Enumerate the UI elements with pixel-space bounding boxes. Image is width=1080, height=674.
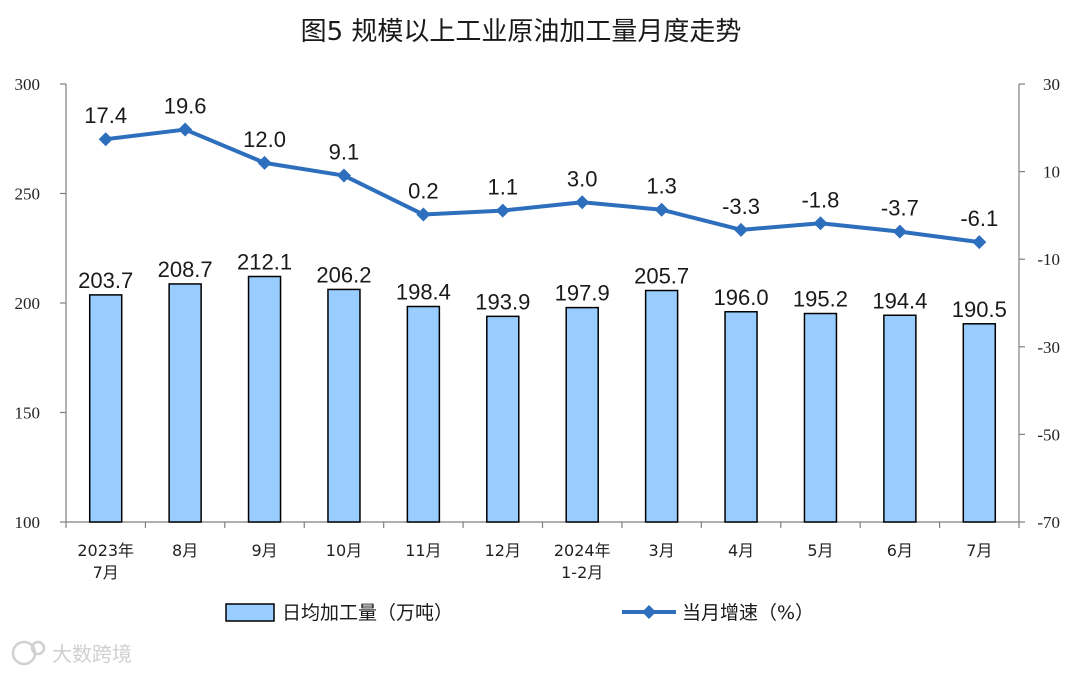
line-point <box>257 155 272 170</box>
line-value-label: 17.4 <box>84 103 127 128</box>
bar <box>486 315 520 523</box>
right-tick-label: -30 <box>1037 338 1060 357</box>
category-label: 6月 <box>887 541 913 560</box>
legend-line-label: 当月增速（%） <box>682 602 814 624</box>
line-point <box>178 122 193 137</box>
category-label: 7月 <box>966 541 992 560</box>
category-label: 9月 <box>251 541 277 560</box>
bar-value-label: 190.5 <box>952 297 1007 322</box>
category-label: 11月 <box>405 541 441 560</box>
category-label: 8月 <box>172 541 198 560</box>
line-point <box>972 235 987 250</box>
line-point <box>336 168 351 183</box>
data-labels: 203.7 208.7 212.1 206.2 198.4 193.9 197.9 205.7… <box>78 94 1007 322</box>
legend-bar-swatch <box>225 603 275 622</box>
category-label: 4月 <box>728 541 754 560</box>
line-point <box>98 132 113 147</box>
bar-value-label: 195.2 <box>793 287 848 312</box>
line-value-label: 0.2 <box>408 179 439 204</box>
line-point <box>654 202 669 217</box>
left-tick-label: 150 <box>15 404 41 423</box>
category-label: 3月 <box>649 541 675 560</box>
bar-value-label: 212.1 <box>237 250 292 275</box>
legend-line-marker <box>642 605 656 619</box>
bar-value-label: 198.4 <box>396 280 451 305</box>
category-label: 2024年 <box>554 541 611 560</box>
right-tick-label: 30 <box>1043 75 1060 94</box>
watermark: 大数跨境 <box>11 640 132 666</box>
bar <box>247 275 282 523</box>
line-point <box>416 207 431 222</box>
axes: 100 150 200 250 300 -70 -50 -30 -10 10 30 2023年 7月 8月… <box>15 75 1061 582</box>
category-label: 10月 <box>326 541 362 560</box>
left-tick-label: 300 <box>15 75 41 94</box>
line-value-label: -3.7 <box>881 196 919 221</box>
legend-bar-label: 日均加工量（万吨） <box>282 602 453 624</box>
bar-value-label: 194.4 <box>872 288 927 313</box>
category-label: 5月 <box>807 541 833 560</box>
bar <box>168 283 202 523</box>
watermark-logo-icon <box>11 640 46 666</box>
line-point <box>892 224 907 239</box>
bar-value-label: 193.9 <box>475 289 530 314</box>
left-tick-label: 250 <box>15 185 41 204</box>
right-tick-label: 10 <box>1043 163 1060 182</box>
legend: 日均加工量（万吨） 当月增速（%） <box>225 602 814 624</box>
right-tick-label: -10 <box>1037 250 1060 269</box>
line-value-label: -6.1 <box>960 206 998 231</box>
line-value-label: 3.0 <box>567 166 598 191</box>
line-point <box>813 216 828 231</box>
bar <box>406 305 441 523</box>
line-point <box>495 203 510 218</box>
bar-value-label: 196.0 <box>714 285 769 310</box>
bar <box>724 311 758 523</box>
category-label: 1-2月 <box>561 563 603 582</box>
line-value-label: 1.3 <box>646 174 677 199</box>
bar <box>327 288 361 523</box>
left-tick-label: 100 <box>15 513 41 532</box>
bar <box>803 312 838 523</box>
bar <box>644 289 679 523</box>
line-value-label: 19.6 <box>164 94 207 119</box>
line-point <box>575 195 590 210</box>
line-value-label: 9.1 <box>329 140 360 165</box>
category-label: 7月 <box>93 563 119 582</box>
line-series <box>98 122 987 250</box>
bar <box>883 314 917 523</box>
category-label: 2023年 <box>77 541 134 560</box>
growth-line <box>105 127 980 245</box>
line-value-label: 1.1 <box>487 175 518 200</box>
line-value-label: -3.3 <box>722 194 760 219</box>
left-tick-label: 200 <box>15 294 41 313</box>
line-value-label: 12.0 <box>243 127 286 152</box>
bar-value-label: 208.7 <box>158 257 213 282</box>
line-value-label: -1.8 <box>801 187 839 212</box>
bar-value-label: 203.7 <box>78 268 133 293</box>
bar-value-label: 206.2 <box>316 262 371 287</box>
bar-value-label: 197.9 <box>555 281 610 306</box>
bar <box>565 306 599 523</box>
category-label: 12月 <box>485 541 521 560</box>
right-tick-label: -70 <box>1037 513 1060 532</box>
bar-series <box>88 275 997 523</box>
bar <box>88 294 123 523</box>
bar <box>962 323 997 523</box>
bar-value-label: 205.7 <box>634 264 689 289</box>
chart-title: 图5 规模以上工业原油加工量月度走势 <box>301 17 742 47</box>
line-point <box>734 222 749 237</box>
right-tick-label: -50 <box>1037 425 1060 444</box>
watermark-text: 大数跨境 <box>52 642 132 666</box>
